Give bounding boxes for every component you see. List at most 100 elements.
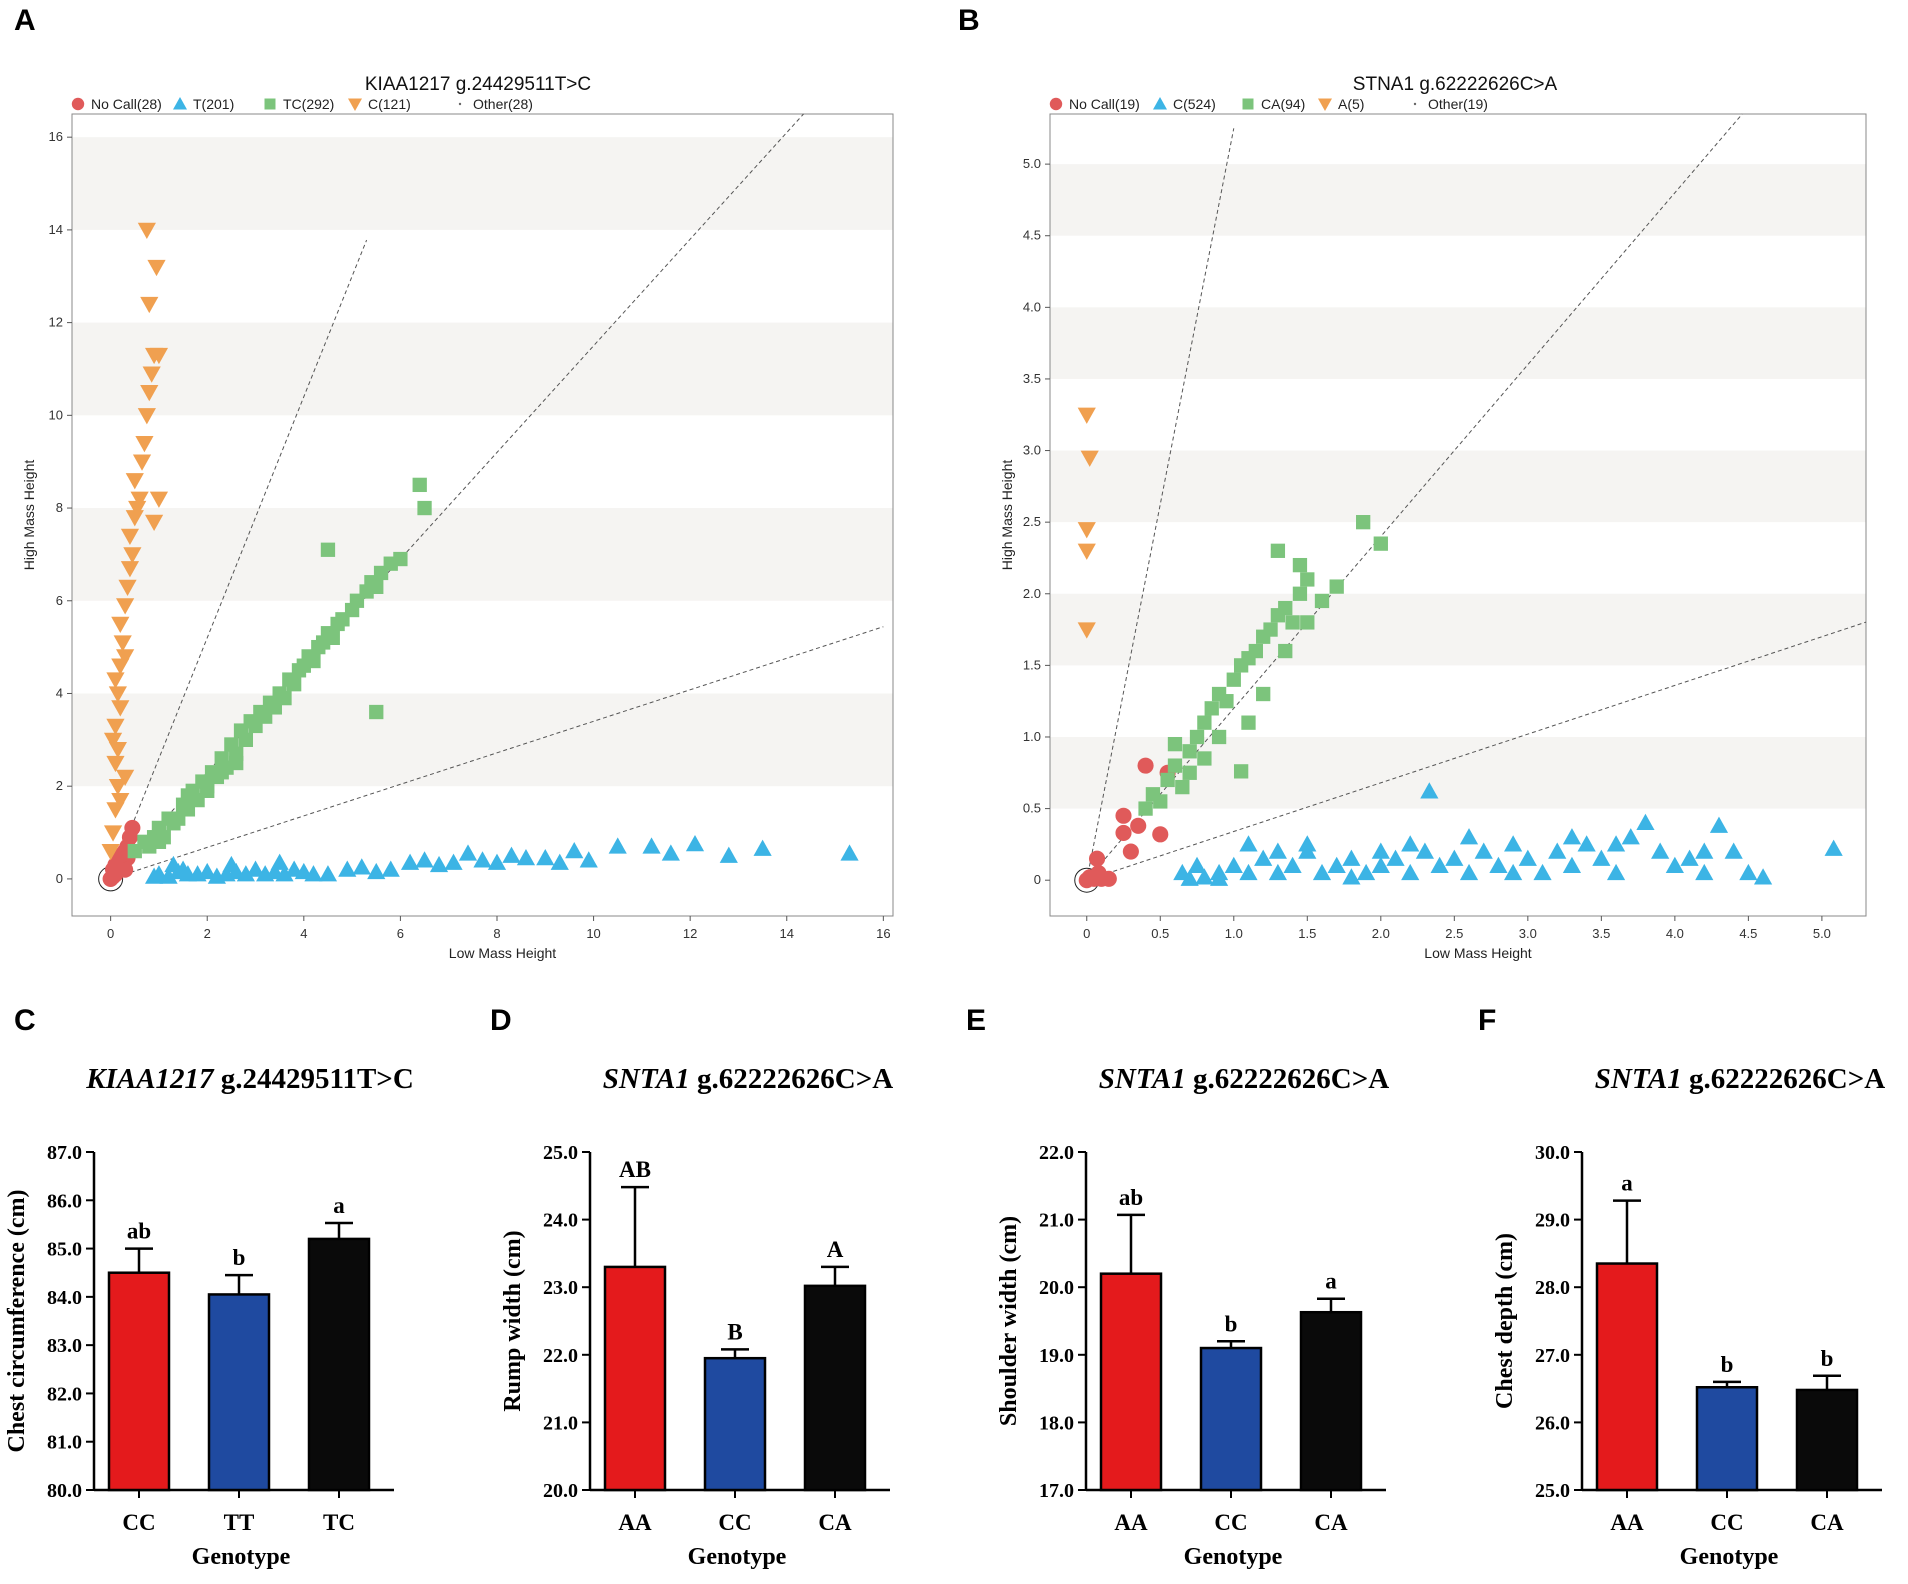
y-tick-label: 18.0 xyxy=(1039,1412,1074,1434)
significance-label: b xyxy=(1821,1346,1834,1371)
x-tick-label: 16 xyxy=(876,926,890,941)
data-point xyxy=(1189,729,1205,745)
significance-label: b xyxy=(1225,1311,1238,1336)
data-point xyxy=(1254,849,1273,866)
legend-marker xyxy=(348,98,362,111)
y-tick-label: 23.0 xyxy=(543,1277,578,1299)
data-point xyxy=(1695,863,1714,881)
y-tick-label: 2.5 xyxy=(1023,514,1041,529)
y-tick-label: 22.0 xyxy=(1039,1142,1074,1164)
significance-label: a xyxy=(333,1193,345,1218)
data-point xyxy=(1621,828,1640,845)
y-tick-label: 29.0 xyxy=(1535,1210,1570,1232)
data-point xyxy=(130,491,149,508)
x-tick-label: 3.5 xyxy=(1592,926,1610,941)
bar-tc xyxy=(307,1237,371,1492)
legend-label: T(201) xyxy=(193,96,234,112)
bar-tt xyxy=(207,1293,271,1492)
data-point xyxy=(116,769,135,787)
legend-marker xyxy=(71,97,85,111)
data-point xyxy=(142,366,161,383)
title-gene: SNTA1 xyxy=(1099,1063,1186,1095)
data-point xyxy=(1292,557,1308,573)
y-tick-label: 17.0 xyxy=(1039,1480,1074,1502)
legend-label: No Call(28) xyxy=(91,96,162,112)
x-tick-label: 2.0 xyxy=(1372,926,1390,941)
data-point xyxy=(415,851,434,868)
y-axis-label: Chest circumference (cm) xyxy=(4,1190,30,1453)
data-point xyxy=(1562,856,1582,874)
bar-aa xyxy=(1595,1262,1659,1492)
data-point xyxy=(1090,864,1107,882)
data-point xyxy=(103,825,123,842)
data-point xyxy=(753,839,772,856)
data-point xyxy=(140,385,159,402)
bar-chart-f: SNTA1 g.62222626C>A 25.0 26.0 27.0 28.0 29.0 3… xyxy=(1492,1063,1885,1570)
data-point xyxy=(1415,842,1435,859)
data-point xyxy=(214,765,229,780)
data-point xyxy=(1263,622,1278,637)
legend-label: Other(19) xyxy=(1428,96,1488,112)
data-point xyxy=(1160,772,1175,788)
data-point xyxy=(125,473,144,490)
legend-label: Other(28) xyxy=(473,96,533,112)
data-point xyxy=(1386,849,1405,866)
x-tick-label: 0.5 xyxy=(1151,926,1169,941)
y-tick-label: 26.0 xyxy=(1535,1412,1570,1434)
data-point xyxy=(1401,835,1420,852)
series-t xyxy=(145,835,859,884)
significance-label: A xyxy=(827,1237,844,1262)
y-tick-label: 2 xyxy=(56,778,63,793)
y-tick-label: 0 xyxy=(1034,872,1041,887)
data-point xyxy=(1239,863,1258,881)
data-point xyxy=(1373,536,1388,551)
category-label: TT xyxy=(224,1510,255,1535)
y-tick-label: 85.0 xyxy=(47,1239,82,1261)
data-point xyxy=(180,788,196,803)
data-point xyxy=(1115,824,1132,841)
y-axis-label: Rump width (cm) xyxy=(500,1230,526,1411)
category-label: CC xyxy=(1214,1510,1247,1535)
data-point xyxy=(642,837,661,854)
data-point xyxy=(1548,842,1567,859)
panel-letter-d: D xyxy=(490,1004,512,1037)
bar-cc xyxy=(107,1271,171,1492)
data-point xyxy=(140,296,159,314)
data-point xyxy=(1233,764,1249,779)
data-point xyxy=(1182,765,1197,780)
title-gene: SNTA1 xyxy=(603,1063,690,1095)
bar-ca xyxy=(803,1284,867,1492)
data-point xyxy=(1175,779,1190,795)
series-no-call xyxy=(1078,757,1176,889)
data-point xyxy=(1226,672,1241,687)
plot-band xyxy=(1050,307,1866,379)
data-point xyxy=(1197,715,1212,730)
category-label: CC xyxy=(718,1510,751,1535)
data-point xyxy=(1636,813,1655,831)
x-tick-label: 1.5 xyxy=(1298,926,1316,941)
chart-title: SNTA1 g.62222626C>A xyxy=(603,1063,893,1095)
x-tick-label: 8 xyxy=(493,926,500,941)
data-point xyxy=(458,844,478,861)
data-point xyxy=(1283,856,1302,874)
y-tick-label: 30.0 xyxy=(1535,1142,1570,1164)
data-point xyxy=(352,858,371,875)
data-point xyxy=(1459,863,1479,881)
data-point xyxy=(1606,863,1626,881)
data-point xyxy=(1342,868,1361,885)
x-tick-label: 5.0 xyxy=(1813,926,1831,941)
data-point xyxy=(108,686,127,703)
data-point xyxy=(1298,835,1317,852)
data-point xyxy=(1459,828,1479,845)
data-point xyxy=(1167,736,1183,752)
significance-label: B xyxy=(727,1319,742,1344)
data-point xyxy=(111,700,130,717)
significance-label: b xyxy=(233,1245,246,1270)
data-point xyxy=(536,848,555,866)
y-axis-label: Chest depth (cm) xyxy=(1492,1233,1518,1409)
data-point xyxy=(1577,835,1596,852)
data-point xyxy=(108,779,127,796)
data-point xyxy=(487,853,507,870)
